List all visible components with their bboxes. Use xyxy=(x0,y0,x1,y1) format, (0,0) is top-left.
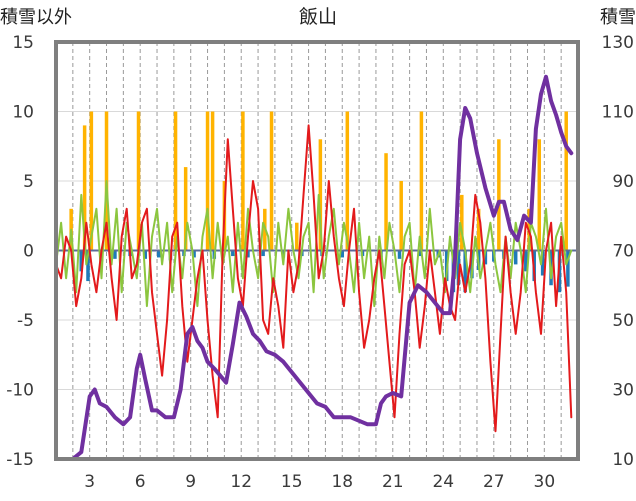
bar xyxy=(318,139,323,251)
bar xyxy=(246,250,250,258)
bar xyxy=(156,250,161,258)
y-left-tick-label: 5 xyxy=(23,172,34,192)
y-left-tick-label: -10 xyxy=(6,381,34,401)
bar xyxy=(241,111,245,251)
bar xyxy=(143,250,147,259)
x-tick-label: 30 xyxy=(534,472,556,492)
bar xyxy=(136,111,141,251)
bar xyxy=(537,139,542,251)
line-layer xyxy=(54,74,574,461)
chart-title: 飯山 xyxy=(299,6,337,28)
bar xyxy=(476,208,481,251)
bar xyxy=(79,250,84,272)
x-tick-label: 24 xyxy=(432,472,454,492)
y-right-tick-label: 90 xyxy=(612,172,634,192)
x-tick-label: 12 xyxy=(230,472,252,492)
y-left-axis-title: 積雪以外 xyxy=(0,7,72,28)
bar xyxy=(497,139,501,251)
y-right-tick-label: 70 xyxy=(612,242,634,262)
bar xyxy=(89,111,94,251)
x-tick-label: 3 xyxy=(84,472,95,492)
bar xyxy=(113,250,117,259)
x-tick-label: 21 xyxy=(382,472,404,492)
bar xyxy=(384,153,388,251)
bar xyxy=(564,111,568,251)
bar xyxy=(524,250,528,272)
y-right-tick-labels: 130 110 90 70 50 30 10 xyxy=(602,33,634,470)
bar xyxy=(210,111,215,251)
bar xyxy=(345,111,350,251)
bar xyxy=(231,250,235,257)
x-tick-label: 6 xyxy=(135,472,146,492)
bar xyxy=(86,250,90,282)
bar xyxy=(460,194,464,251)
frame-rect xyxy=(54,40,580,461)
x-tick-label: 18 xyxy=(331,472,353,492)
y-left-tick-label: 10 xyxy=(12,103,34,123)
bar xyxy=(192,250,196,258)
series-line xyxy=(54,74,574,461)
bar xyxy=(566,250,570,287)
bar xyxy=(82,125,87,251)
y-right-tick-label: 110 xyxy=(602,103,634,123)
x-tick-labels: 3 6 9 12 15 18 21 24 27 30 xyxy=(84,472,555,492)
bar xyxy=(463,250,467,293)
series-line xyxy=(55,124,573,433)
y-left-tick-label: 15 xyxy=(12,33,34,53)
bar xyxy=(540,250,545,276)
bar xyxy=(483,250,488,265)
y-right-tick-label: 10 xyxy=(612,450,634,470)
y-left-tick-label: 0 xyxy=(23,242,34,262)
bar xyxy=(417,250,422,257)
y-left-tick-labels: 15 10 5 0 -5 -10 -15 xyxy=(6,33,34,470)
bar xyxy=(340,250,345,258)
bar xyxy=(419,111,424,251)
y-left-tick-label: -5 xyxy=(17,311,34,331)
x-tick-label: 15 xyxy=(281,472,303,492)
bar xyxy=(261,250,265,257)
bar xyxy=(456,250,461,286)
x-tick-label: 27 xyxy=(483,472,505,492)
y-right-tick-label: 130 xyxy=(602,33,634,53)
y-right-tick-label: 30 xyxy=(612,381,634,401)
bar xyxy=(269,111,274,251)
bar xyxy=(173,111,178,251)
y-left-tick-label: -15 xyxy=(6,450,34,470)
bar xyxy=(205,111,210,251)
bar xyxy=(513,250,518,265)
x-tick-label: 9 xyxy=(185,472,196,492)
y-right-axis-title: 積雪 xyxy=(600,7,636,28)
bar xyxy=(183,167,188,251)
bar xyxy=(295,222,299,251)
bar xyxy=(397,250,402,259)
bar xyxy=(399,181,403,251)
plot-frame xyxy=(54,40,580,461)
y-right-tick-label: 50 xyxy=(612,311,634,331)
